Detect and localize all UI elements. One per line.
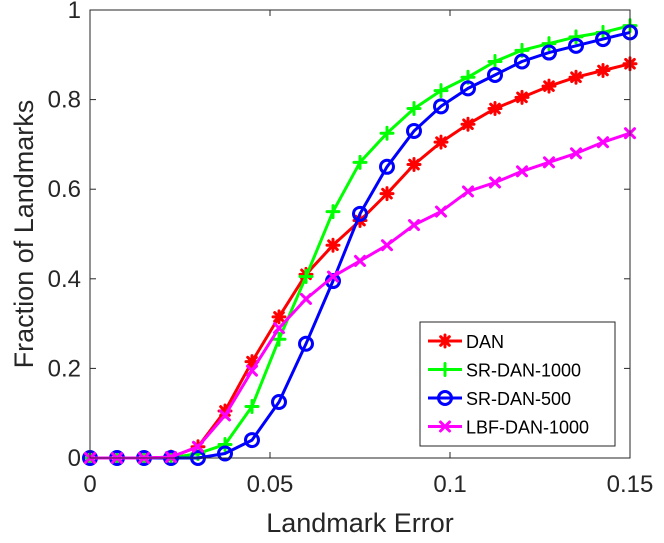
- data-point: [244, 398, 260, 414]
- data-point: [192, 440, 204, 453]
- legend-marker: [437, 390, 453, 406]
- data-point: [271, 394, 287, 410]
- data-point: [379, 125, 395, 141]
- plot-frame: [89, 9, 631, 459]
- data-point: [381, 239, 393, 252]
- x-tick-label: 0.1: [433, 471, 466, 498]
- legend-item: LBF-DAN-1000: [428, 418, 589, 438]
- data-point: [379, 158, 395, 175]
- y-tick-label: 0.8: [48, 87, 81, 114]
- legend-item: SR-DAN-500: [428, 389, 571, 409]
- data-point: [514, 53, 530, 70]
- data-point: [543, 156, 555, 169]
- legend-item: SR-DAN-1000: [428, 361, 581, 381]
- data-point: [244, 432, 260, 449]
- data-point: [568, 69, 584, 85]
- legend-marker: [437, 362, 453, 377]
- data-point: [408, 219, 420, 232]
- data-point: [462, 185, 474, 198]
- data-point: [595, 62, 611, 78]
- data-point: [273, 322, 285, 335]
- data-point: [327, 270, 339, 283]
- data-point: [541, 44, 557, 61]
- y-tick-label: 0.4: [48, 266, 81, 293]
- legend: DAN SR-DAN-1000 SR-DAN-500 LBF-DAN-1000: [419, 321, 616, 447]
- legend-label: SR-DAN-1000: [466, 361, 581, 381]
- data-point: [352, 205, 368, 222]
- data-point: [379, 186, 395, 202]
- data-point: [246, 364, 258, 377]
- data-point: [433, 83, 449, 99]
- data-point: [541, 36, 557, 52]
- data-point: [570, 147, 582, 160]
- data-point: [406, 122, 422, 139]
- y-axis-label: Fraction of Landmarks: [9, 100, 39, 369]
- axis-layer: 0 0.05 0.1 0.15 0 0.2 0.4 0.6 0.8 1: [48, 0, 654, 498]
- data-point: [271, 331, 287, 347]
- y-tick-label: 1: [68, 0, 81, 24]
- data-point: [325, 204, 341, 220]
- y-tick-label: 0.2: [48, 355, 81, 382]
- data-point: [298, 269, 314, 285]
- data-point: [406, 101, 422, 117]
- legend-label: SR-DAN-500: [466, 389, 571, 409]
- data-point: [460, 116, 476, 132]
- data-point: [514, 89, 530, 105]
- data-point: [433, 134, 449, 150]
- data-point: [271, 309, 287, 325]
- data-point: [352, 154, 368, 170]
- data-point: [325, 237, 341, 253]
- x-tick-label: 0.05: [247, 471, 294, 498]
- data-point: [298, 335, 314, 352]
- data-point: [597, 136, 609, 149]
- data-point: [219, 409, 231, 422]
- data-point: [354, 254, 366, 267]
- y-tick-label: 0: [68, 445, 81, 472]
- y-tick-label: 0.6: [48, 176, 81, 203]
- legend-marker: [439, 420, 451, 433]
- x-axis-label: Landmark Error: [266, 508, 454, 538]
- data-point: [516, 165, 528, 178]
- data-point: [489, 176, 501, 189]
- data-point: [433, 98, 449, 115]
- data-point: [406, 157, 422, 173]
- legend-marker: [437, 333, 453, 349]
- x-tick-label: 0: [83, 471, 96, 498]
- data-point: [568, 37, 584, 54]
- data-point: [487, 101, 503, 117]
- data-point: [541, 78, 557, 94]
- legend-item: DAN: [428, 332, 504, 352]
- data-point: [300, 292, 312, 305]
- data-point: [487, 66, 503, 83]
- data-point: [165, 451, 177, 464]
- legend-label: DAN: [466, 332, 504, 352]
- data-point: [487, 54, 503, 70]
- data-point: [217, 445, 233, 462]
- legend-label: LBF-DAN-1000: [466, 418, 589, 438]
- data-point: [568, 29, 584, 45]
- data-point: [595, 31, 611, 48]
- data-point: [435, 205, 447, 218]
- x-tick-label: 0.15: [607, 471, 654, 498]
- data-point: [217, 437, 233, 453]
- data-point: [460, 80, 476, 97]
